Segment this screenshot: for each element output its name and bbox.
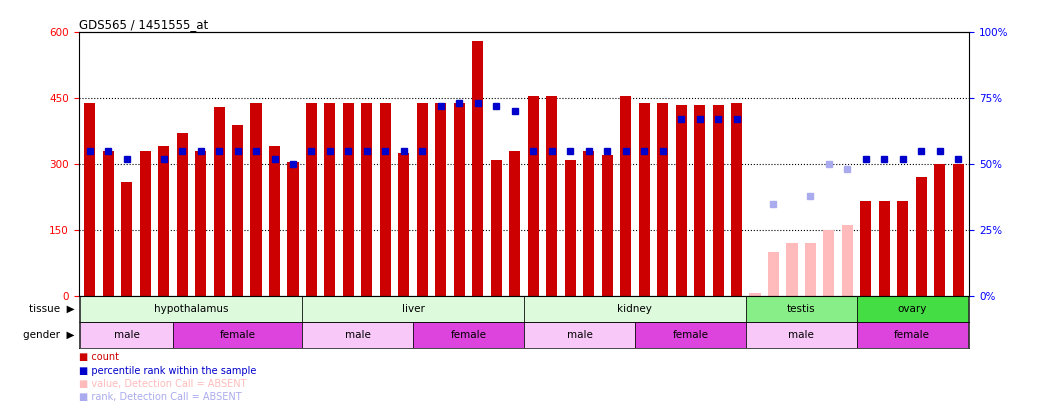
FancyBboxPatch shape <box>856 322 967 348</box>
Bar <box>250 102 262 296</box>
FancyBboxPatch shape <box>746 296 856 322</box>
Text: male: male <box>114 330 139 340</box>
Text: female: female <box>673 330 708 340</box>
Text: ■ value, Detection Call = ABSENT: ■ value, Detection Call = ABSENT <box>79 379 246 389</box>
Bar <box>398 153 410 296</box>
Text: kidney: kidney <box>617 304 652 314</box>
Bar <box>842 226 853 296</box>
FancyBboxPatch shape <box>81 296 302 322</box>
Bar <box>934 164 945 296</box>
Text: gender  ▶: gender ▶ <box>23 330 74 340</box>
FancyBboxPatch shape <box>81 322 173 348</box>
Text: male: male <box>345 330 371 340</box>
Bar <box>122 181 132 296</box>
Bar <box>805 243 816 296</box>
Bar <box>528 96 539 296</box>
Bar <box>417 102 428 296</box>
Bar <box>214 107 224 296</box>
Text: tissue  ▶: tissue ▶ <box>28 304 74 314</box>
Bar <box>620 96 631 296</box>
Text: liver: liver <box>401 304 424 314</box>
Bar <box>565 160 575 296</box>
Bar <box>139 151 151 296</box>
FancyBboxPatch shape <box>413 322 524 348</box>
Bar <box>343 102 354 296</box>
Bar <box>749 294 761 296</box>
Bar <box>454 102 465 296</box>
Text: male: male <box>567 330 592 340</box>
Text: hypothalamus: hypothalamus <box>154 304 228 314</box>
Text: female: female <box>219 330 256 340</box>
Bar <box>103 151 114 296</box>
Text: female: female <box>894 330 931 340</box>
FancyBboxPatch shape <box>635 322 746 348</box>
Bar <box>602 155 613 296</box>
Text: testis: testis <box>787 304 815 314</box>
Bar <box>435 102 446 296</box>
Text: ■ count: ■ count <box>79 352 118 362</box>
FancyBboxPatch shape <box>746 322 856 348</box>
Bar <box>158 147 169 296</box>
Text: ovary: ovary <box>897 304 926 314</box>
Bar <box>509 151 520 296</box>
Bar <box>694 105 705 296</box>
Bar <box>490 160 502 296</box>
Bar <box>583 151 594 296</box>
Bar <box>713 105 723 296</box>
FancyBboxPatch shape <box>856 296 967 322</box>
Bar <box>732 102 742 296</box>
Bar <box>287 162 299 296</box>
Bar <box>176 133 188 296</box>
Bar <box>676 105 686 296</box>
FancyBboxPatch shape <box>524 322 635 348</box>
Bar <box>195 151 206 296</box>
FancyBboxPatch shape <box>173 322 302 348</box>
Text: ■ percentile rank within the sample: ■ percentile rank within the sample <box>79 366 256 376</box>
Text: female: female <box>451 330 486 340</box>
Bar <box>362 102 372 296</box>
Bar <box>786 243 798 296</box>
Bar <box>269 147 280 296</box>
FancyBboxPatch shape <box>302 322 413 348</box>
Text: GDS565 / 1451555_at: GDS565 / 1451555_at <box>79 18 208 31</box>
Bar <box>879 201 890 296</box>
Bar <box>306 102 316 296</box>
Bar <box>325 102 335 296</box>
FancyBboxPatch shape <box>524 296 746 322</box>
Bar <box>860 201 872 296</box>
Text: ■ rank, Detection Call = ABSENT: ■ rank, Detection Call = ABSENT <box>79 392 241 403</box>
Bar <box>232 124 243 296</box>
Bar <box>638 102 650 296</box>
Bar <box>824 230 834 296</box>
Bar <box>953 164 964 296</box>
Bar <box>84 102 95 296</box>
Bar <box>379 102 391 296</box>
Bar <box>473 41 483 296</box>
Bar <box>657 102 669 296</box>
Bar <box>546 96 558 296</box>
Bar <box>897 201 909 296</box>
Text: male: male <box>788 330 814 340</box>
FancyBboxPatch shape <box>302 296 524 322</box>
Bar <box>916 177 926 296</box>
Bar <box>768 252 779 296</box>
